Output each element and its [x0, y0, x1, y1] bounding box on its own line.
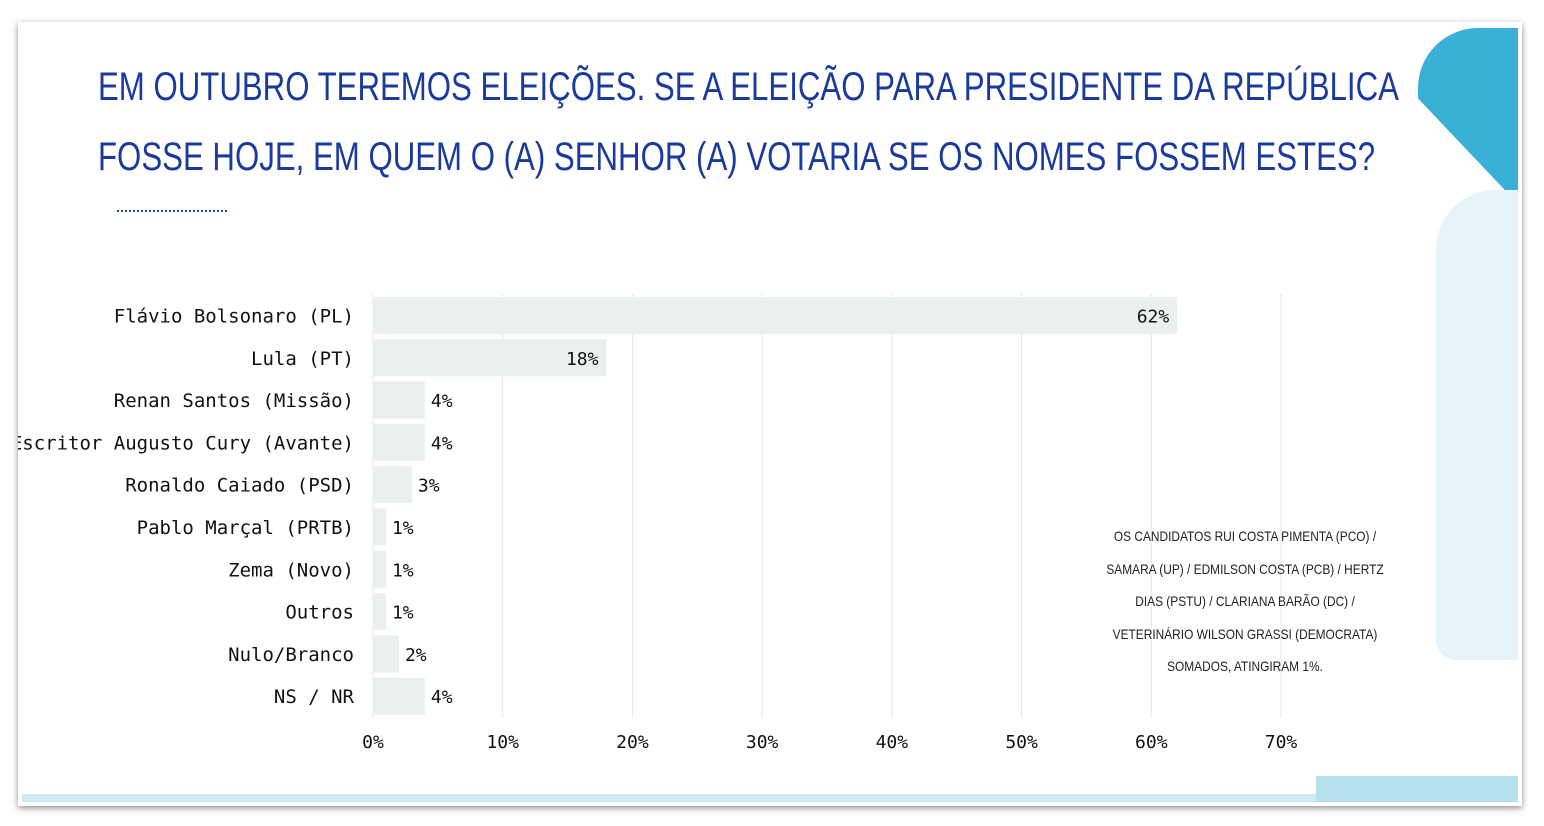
category-label: Ronaldo Caiado (PSD): [125, 475, 354, 497]
category-label: Renan Santos (Missão): [114, 390, 354, 412]
slide: EM OUTUBRO TEREMOS ELEIÇÕES. SE A ELEIÇÃ…: [18, 22, 1522, 806]
footnote: OS CANDIDATOS RUI COSTA PIMENTA (PCO) / …: [1106, 528, 1384, 674]
bar: [373, 297, 1178, 334]
bar: [373, 635, 399, 673]
bar: [373, 593, 386, 631]
category-label: Zema (Novo): [228, 559, 354, 581]
decorative-shape-right: [1436, 190, 1518, 660]
category-label: Nulo/Branco: [228, 644, 354, 666]
data-label: 62%: [1137, 307, 1170, 328]
data-label: 4%: [431, 687, 453, 708]
bottom-band: [22, 794, 1518, 802]
data-label: 18%: [566, 349, 599, 370]
x-tick-label: 0%: [362, 732, 384, 753]
data-label: 2%: [405, 645, 427, 666]
bar: [373, 339, 607, 377]
data-label: 4%: [431, 391, 453, 412]
bottom-corner-shape: [1316, 776, 1518, 802]
data-label: 4%: [431, 433, 453, 454]
x-tick-label: 70%: [1265, 732, 1298, 753]
category-label: NS / NR: [274, 686, 355, 708]
category-label: Pablo Marçal (PRTB): [137, 517, 354, 539]
title-divider: [117, 210, 227, 212]
category-label: Flávio Bolsonaro (PL): [114, 306, 354, 328]
bar: [373, 550, 386, 588]
x-tick-label: 50%: [1005, 732, 1038, 753]
x-tick-label: 30%: [746, 732, 779, 753]
bar: [373, 466, 412, 504]
data-label: 1%: [392, 560, 414, 581]
x-tick-label: 10%: [486, 732, 519, 753]
bar: [373, 381, 425, 419]
x-tick-label: 60%: [1135, 732, 1168, 753]
x-tick-label: 20%: [616, 732, 649, 753]
bar-chart: 0% 10% 20% 30% 40% 50% 60% 70% Flávio Bolsonaro …: [18, 294, 1298, 753]
data-label: 1%: [392, 603, 414, 624]
bar: [373, 423, 425, 461]
category-label: Escritor Augusto Cury (Avante): [18, 432, 354, 454]
x-tick-label: 40%: [876, 732, 909, 753]
data-label: 3%: [418, 476, 440, 497]
category-label: Outros: [285, 602, 354, 624]
bar: [373, 677, 425, 715]
category-label: Lula (PT): [251, 348, 354, 370]
bar: [373, 508, 386, 546]
data-label: 1%: [392, 518, 414, 539]
